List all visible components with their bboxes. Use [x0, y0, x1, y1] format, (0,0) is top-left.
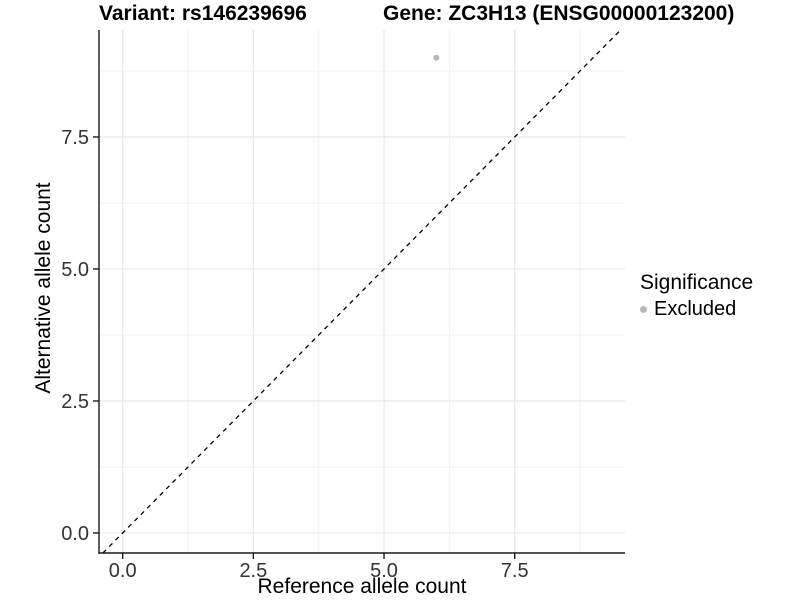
x-axis-title: Reference allele count	[257, 575, 467, 598]
legend-entry-label: Excluded	[654, 298, 737, 320]
gene-title: Gene: ZC3H13 (ENSG00000123200)	[383, 2, 735, 25]
x-tick-label: 0.0	[109, 560, 137, 582]
legend: Significance Excluded	[640, 271, 753, 320]
legend-entry-excluded: Excluded	[640, 298, 753, 320]
y-tick-label: 2.5	[61, 391, 89, 413]
y-axis-title: Alternative allele count	[32, 182, 55, 394]
data-point	[433, 54, 440, 61]
x-tick-label: 5.0	[370, 560, 398, 582]
x-tick-label: 2.5	[239, 560, 267, 582]
x-tick-label: 7.5	[501, 560, 529, 582]
variant-title: Variant: rs146239696	[99, 2, 307, 25]
legend-point-icon	[640, 305, 647, 313]
y-tick-label: 0.0	[61, 523, 89, 545]
y-tick-label: 7.5	[61, 127, 89, 149]
legend-title: Significance	[640, 271, 754, 294]
y-tick-label: 5.0	[61, 259, 89, 281]
identity-line	[102, 29, 622, 554]
